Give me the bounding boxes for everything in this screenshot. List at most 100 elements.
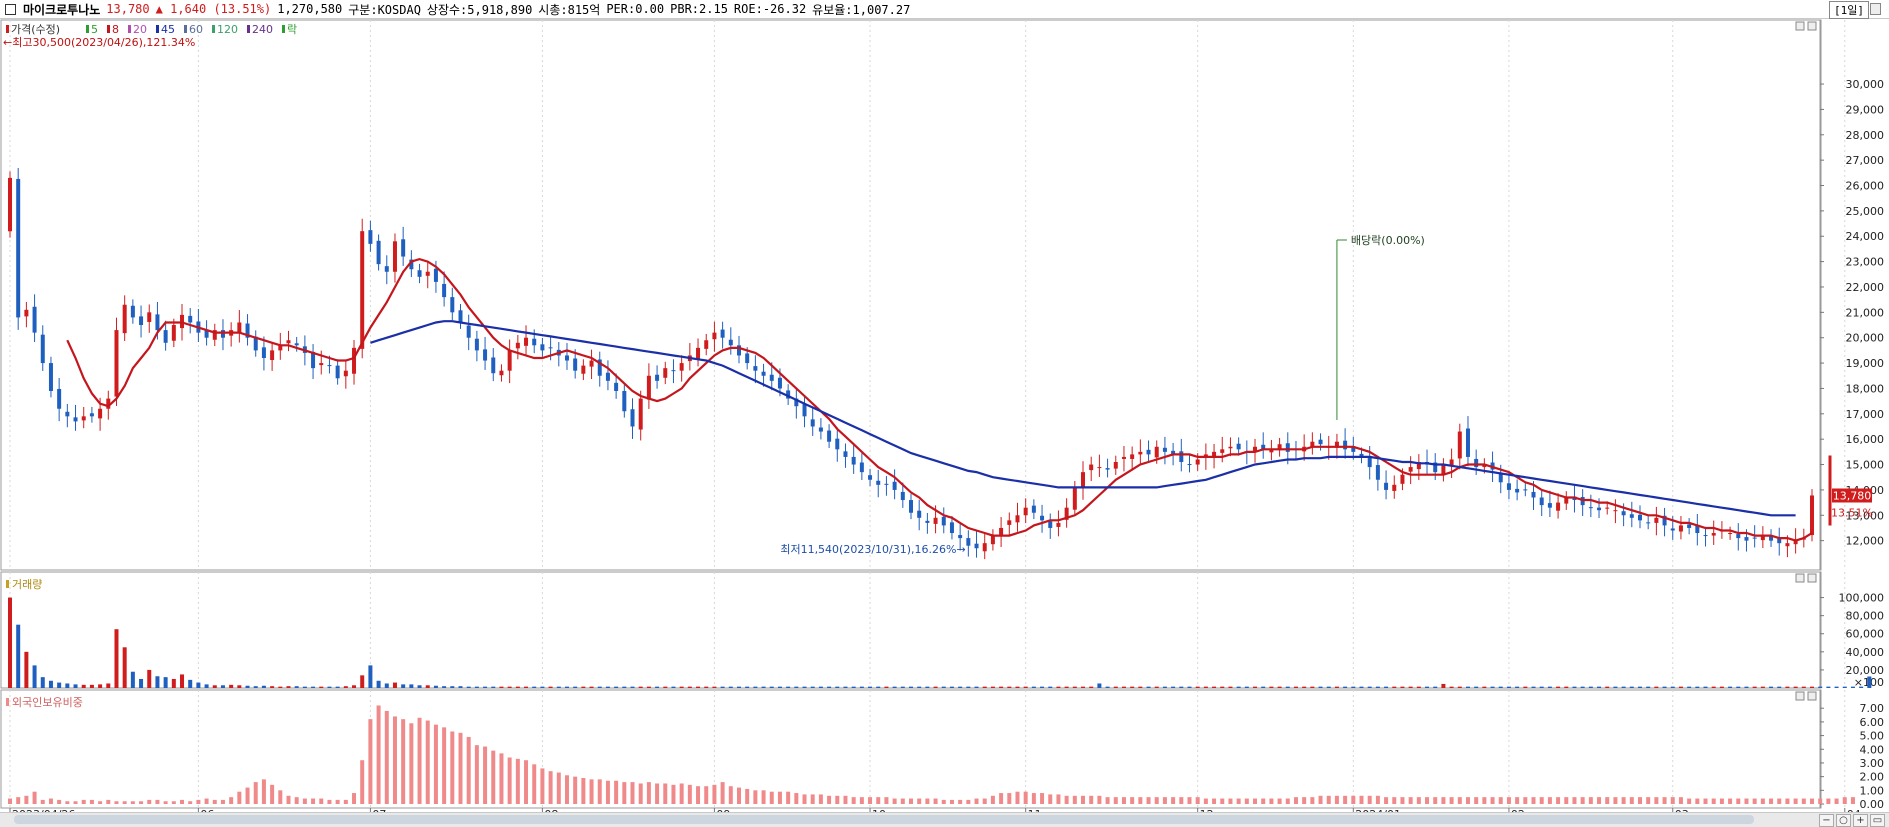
foreign-bar: [384, 710, 389, 804]
volume-bar: [8, 597, 12, 688]
volume-bar: [114, 629, 119, 688]
select-checkbox[interactable]: [5, 3, 16, 15]
candle-body: [614, 382, 619, 391]
foreign-bar: [48, 798, 53, 804]
candle-body: [32, 306, 37, 333]
volume-bar: [1588, 686, 1593, 688]
scrollbar-thumb[interactable]: [14, 815, 1754, 824]
volume-bar: [581, 686, 586, 688]
volume-bar: [1490, 686, 1495, 688]
foreign-bar: [1326, 795, 1331, 804]
candle-body: [1277, 444, 1282, 451]
volume-panel-title: 거래량: [12, 578, 42, 591]
candle-body: [900, 491, 905, 501]
volume-bar: [458, 686, 463, 688]
candle-body: [884, 483, 889, 485]
candle-body: [1359, 453, 1364, 457]
volume-bar: [564, 686, 569, 688]
candle-body: [1081, 472, 1086, 488]
candle-body: [1506, 483, 1511, 490]
volume-bar: [1302, 686, 1307, 688]
foreign-bar: [1613, 797, 1618, 804]
x-tick-label: 08: [544, 808, 558, 812]
foreign-bar: [278, 790, 283, 804]
zoom-out-icon[interactable]: −: [1819, 813, 1834, 827]
period-selector[interactable]: [1일]: [1829, 1, 1869, 19]
candle-body: [1670, 528, 1675, 531]
candle-body: [966, 538, 971, 546]
zoom-in-icon[interactable]: +: [1853, 813, 1868, 827]
candle-body: [1228, 446, 1233, 449]
zoom-reset-icon[interactable]: ○: [1836, 813, 1851, 827]
foreign-bar: [1506, 797, 1511, 804]
candle-body: [1187, 464, 1192, 466]
foreign-bar: [736, 787, 741, 804]
volume-bar: [1212, 686, 1217, 688]
candle-body: [1564, 497, 1569, 504]
foreign-bar: [1310, 797, 1315, 804]
candle-body: [1515, 488, 1520, 493]
foreign-bar: [1056, 794, 1061, 804]
shares-label: 상장수:5,918,890: [426, 2, 533, 17]
roe-label: ROE:-26.32: [733, 2, 807, 16]
volume-bar: [1457, 686, 1462, 688]
volume-bar: [130, 671, 135, 688]
candle-body: [810, 419, 815, 427]
volume-bar: [1162, 686, 1167, 688]
candle-body: [1629, 514, 1634, 518]
foreign-bar: [884, 797, 889, 804]
volume-bar: [1015, 686, 1020, 688]
volume-bar: [352, 685, 357, 688]
volume-bar: [155, 676, 160, 688]
foreign-panel-title: 외국인보유비중: [12, 696, 83, 709]
foreign-bar: [106, 799, 111, 804]
volume-bar: [499, 686, 504, 688]
foreign-bar: [589, 779, 594, 804]
candle-body: [794, 398, 799, 407]
foreign-bar: [499, 753, 504, 804]
zoom-fit-icon[interactable]: ▭: [1870, 813, 1885, 827]
panel-maximize-icon: [1807, 573, 1817, 583]
volume-bar: [761, 686, 766, 688]
volume-bar: [1842, 686, 1847, 688]
market-label: 구분:KOSDAQ: [348, 2, 421, 17]
horizontal-scrollbar[interactable]: − ○ + ▭: [0, 812, 1889, 827]
candle-body: [139, 316, 144, 326]
volume-bar: [220, 685, 225, 688]
volume-bar: [1343, 686, 1348, 688]
candle-body: [1498, 472, 1503, 483]
foreign-bar: [909, 798, 913, 804]
foreign-bar: [204, 798, 209, 804]
foreign-bar: [974, 798, 979, 804]
volume-bar: [769, 686, 774, 688]
volume-bar: [687, 686, 692, 688]
candle-body: [1285, 443, 1290, 452]
candle-body: [515, 342, 520, 349]
candle-body: [458, 310, 463, 323]
candle-body: [1072, 487, 1077, 510]
volume-bar: [966, 686, 971, 688]
volume-bar: [614, 686, 619, 688]
foreign-bar: [212, 799, 217, 804]
foreign-bar: [835, 795, 840, 804]
foreign-bar: [1465, 797, 1470, 804]
foreign-bar: [1293, 797, 1298, 804]
volume-bar: [65, 683, 70, 688]
x-tick-label: 10: [872, 808, 886, 812]
foreign-bar: [237, 791, 242, 804]
candle-body: [1269, 449, 1274, 453]
price-tick-label: 24,000: [1846, 230, 1885, 243]
dropdown-button[interactable]: [1870, 3, 1881, 15]
legend-label: 120: [217, 23, 238, 36]
candle-body: [597, 359, 602, 376]
foreign-bar: [1285, 798, 1290, 804]
candle-body: [450, 297, 455, 313]
foreign-bar: [196, 799, 201, 804]
foreign-bar: [122, 801, 127, 804]
candle-body: [1121, 456, 1126, 459]
volume-bar: [720, 686, 725, 688]
volume-bar: [196, 682, 201, 688]
legend-swatch: [212, 25, 215, 33]
